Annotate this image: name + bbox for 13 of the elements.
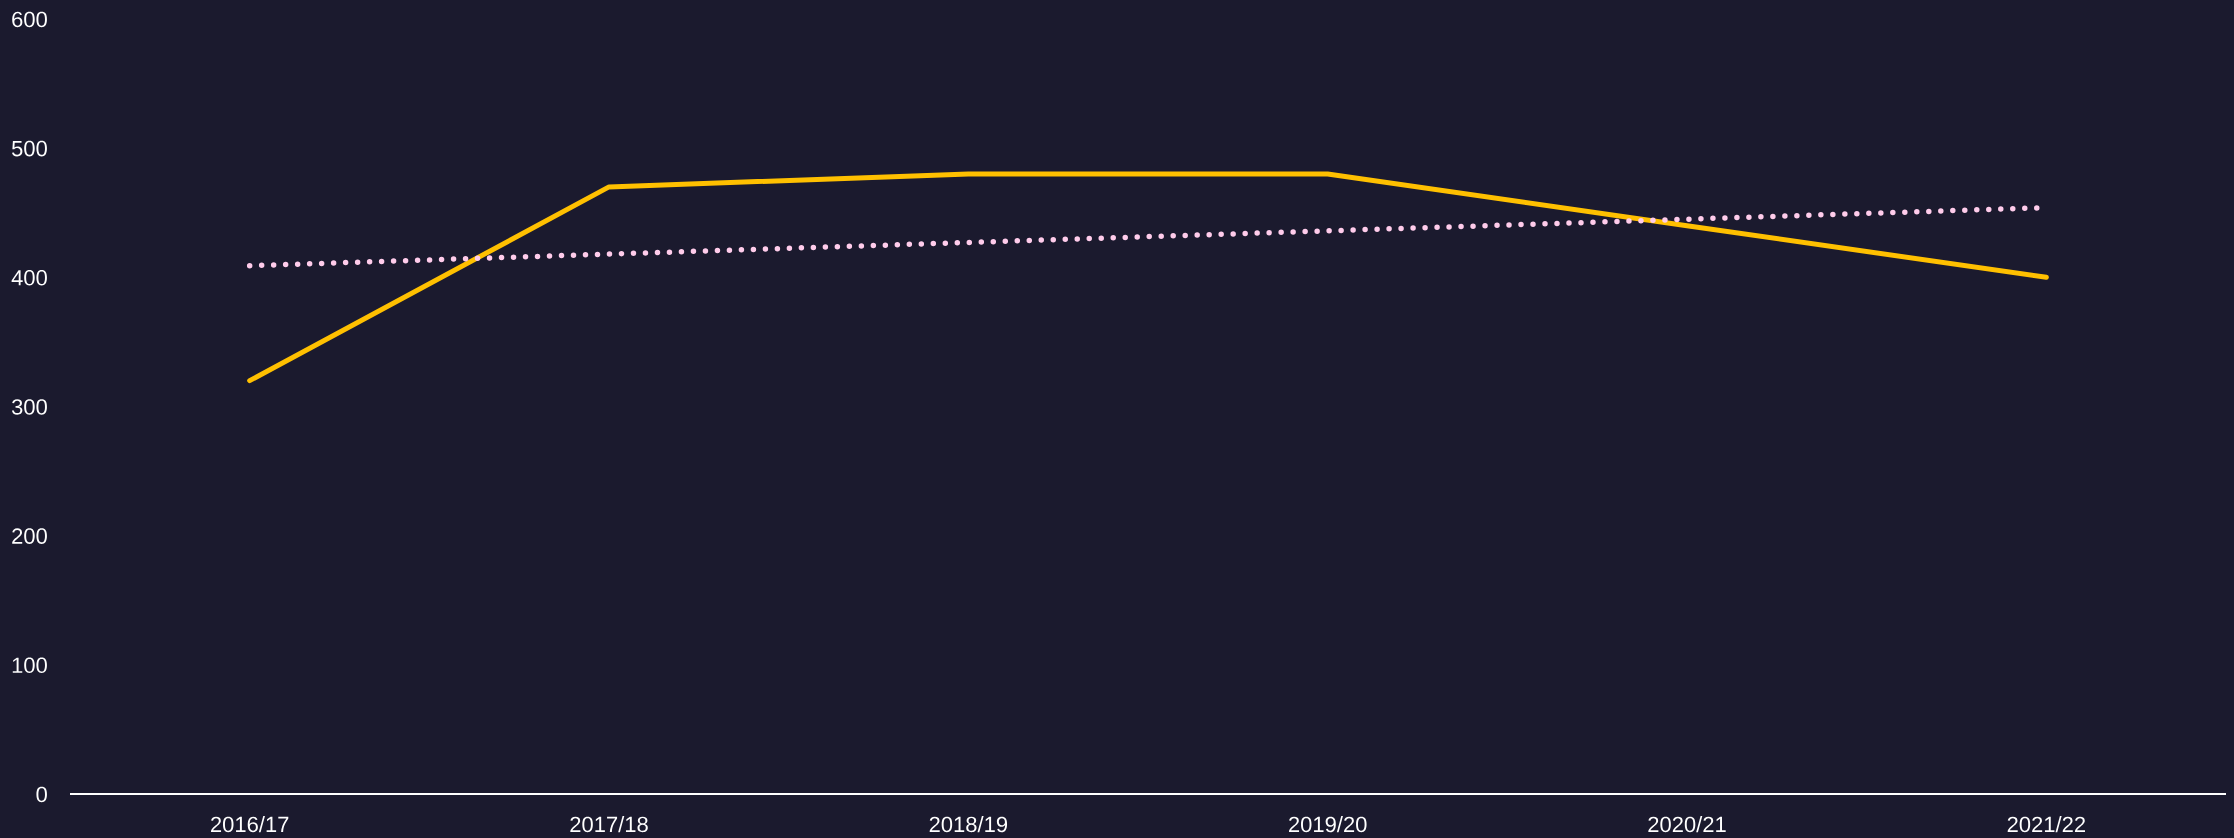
y-tick-label: 200 xyxy=(12,528,47,544)
y-tick-label: 300 xyxy=(11,399,47,415)
x-tick-label: 2018/19 xyxy=(929,816,1008,833)
y-tick-label: 500 xyxy=(11,140,47,157)
x-tick-label: 2016/17 xyxy=(211,816,289,833)
y-tick-label: 100 xyxy=(12,657,47,674)
x-tick-label: 2019/20 xyxy=(1289,816,1367,833)
x-tick-label: 2020/21 xyxy=(1648,816,1726,833)
y-tick-label: 600 xyxy=(12,11,47,28)
y-tick-label: 400 xyxy=(11,269,47,286)
y-tick-label: 0 xyxy=(36,786,47,803)
x-tick-label: 2017/18 xyxy=(570,816,648,833)
x-tick-label: 2021/22 xyxy=(2007,816,2085,833)
